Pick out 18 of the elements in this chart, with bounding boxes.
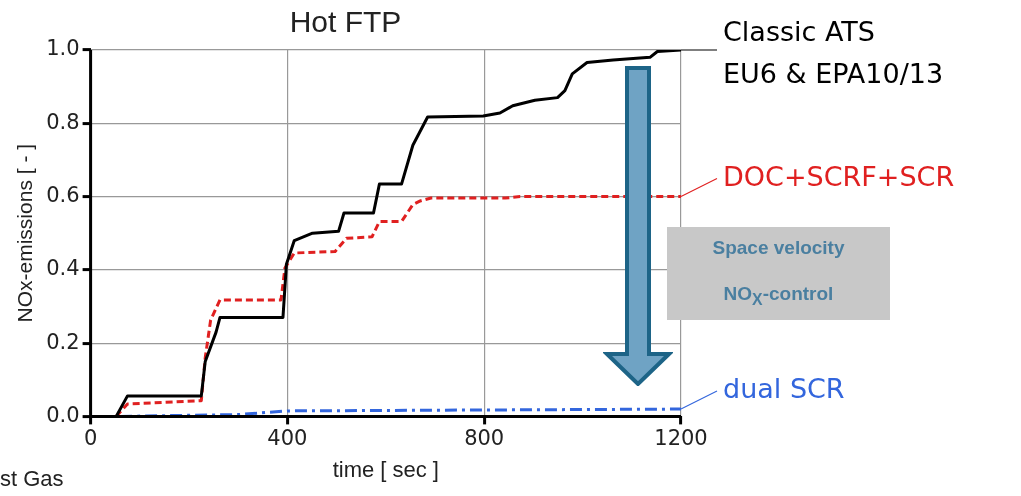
legend-label: Classic ATS EU6 & EPA10/13 xyxy=(723,16,944,90)
x-axis-title: time [ sec ] xyxy=(332,456,439,482)
note-box: Space velocity NO$_{X}$-control xyxy=(667,227,890,320)
y-tick-label: 1.0 xyxy=(46,36,80,61)
chart-title: Hot FTP xyxy=(289,5,402,39)
y-tick-label: 0.0 xyxy=(46,402,80,427)
legend-label: dual SCR xyxy=(723,373,845,405)
x-tick-label: 400 xyxy=(267,426,308,451)
legend-label: DOC+SCRF+SCR xyxy=(723,160,955,192)
x-tick-label: 1200 xyxy=(654,426,708,451)
text: st Gas xyxy=(0,466,64,492)
y-axis-title: NOx-emissions [ - ] xyxy=(13,143,37,323)
y-tick-label: 0.2 xyxy=(46,329,80,354)
y-tick-label: 0.8 xyxy=(46,109,80,134)
x-tick-label: 0 xyxy=(83,426,98,451)
y-tick-label: 0.4 xyxy=(46,256,80,281)
y-tick-label: 0.6 xyxy=(46,183,80,208)
x-tick-label: 800 xyxy=(464,426,505,451)
